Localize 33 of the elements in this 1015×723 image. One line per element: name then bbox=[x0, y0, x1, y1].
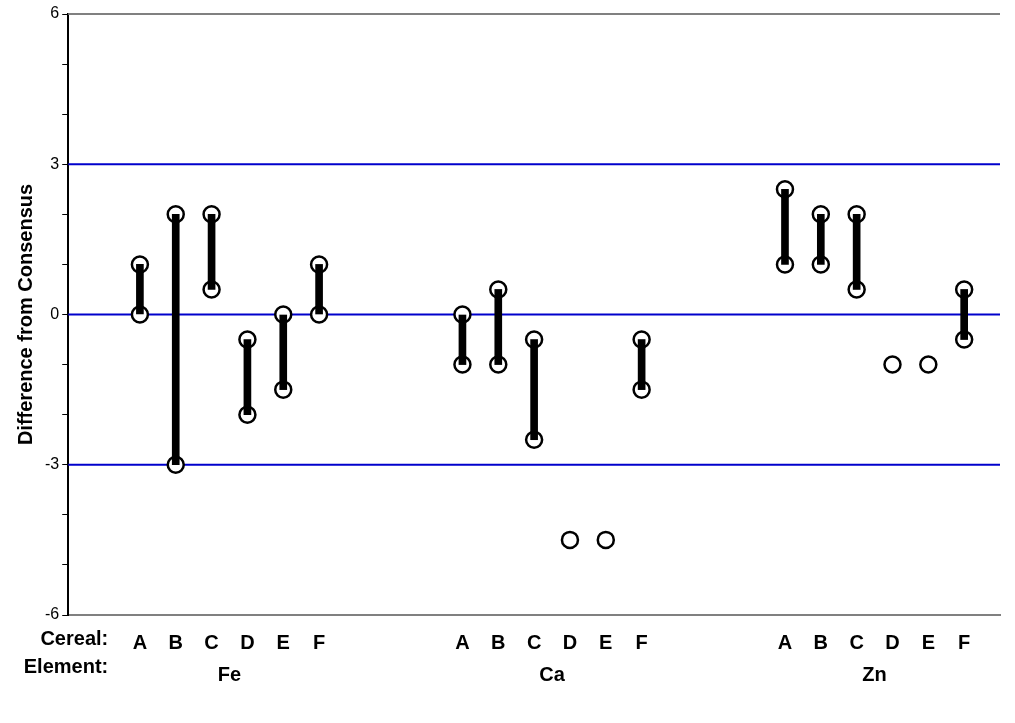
x-tick-label: E bbox=[276, 630, 290, 653]
text: Ca bbox=[539, 662, 566, 685]
x-tick-label: E bbox=[599, 630, 613, 653]
y-tick-label: 0 bbox=[50, 304, 60, 322]
y-tick-label: 3 bbox=[50, 154, 60, 172]
text: Element: bbox=[23, 654, 109, 677]
x-tick-label: C bbox=[204, 630, 219, 653]
x-tick-label: D bbox=[562, 630, 578, 653]
x-tick-label: C bbox=[849, 630, 864, 653]
y-tick-label: 6 bbox=[50, 4, 60, 22]
x-tick-label: D bbox=[885, 630, 900, 653]
x-tick-label: C bbox=[526, 630, 542, 653]
x-tick-label: A bbox=[777, 630, 793, 653]
x-tick-label: F bbox=[312, 630, 326, 653]
y-tick-label: -6 bbox=[44, 605, 60, 623]
x-tick-label: F bbox=[635, 630, 648, 653]
x-tick-label: F bbox=[958, 630, 971, 653]
text: Zn bbox=[862, 662, 887, 685]
y-tick-label: -3 bbox=[44, 455, 60, 473]
x-tick-label: A bbox=[132, 630, 148, 653]
text: Cereal: bbox=[40, 626, 109, 649]
x-tick-label: A bbox=[455, 630, 470, 653]
point bbox=[883, 355, 902, 374]
point bbox=[919, 355, 938, 374]
text: Fe bbox=[217, 662, 242, 685]
point bbox=[560, 530, 580, 550]
x-tick-label: B bbox=[491, 630, 506, 653]
x-tick-label: D bbox=[240, 630, 255, 653]
x-tick-label: E bbox=[921, 630, 935, 653]
x-tick-label: B bbox=[813, 630, 829, 653]
x-tick-label: B bbox=[168, 630, 183, 653]
point bbox=[596, 530, 616, 550]
y-axis-title: Difference from Consensus bbox=[13, 183, 36, 446]
